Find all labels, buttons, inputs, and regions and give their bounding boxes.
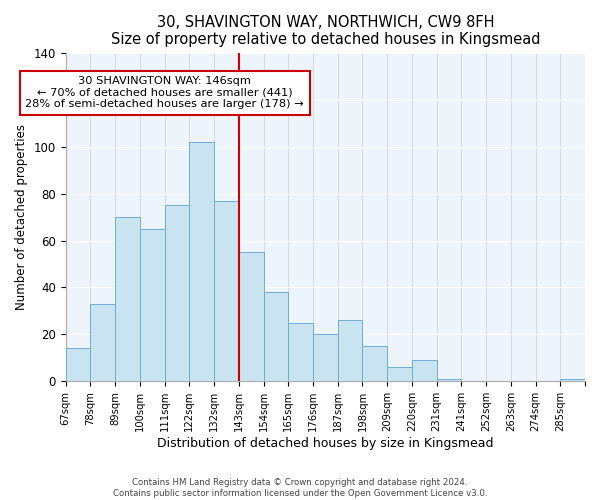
Bar — [239, 252, 263, 382]
Bar — [115, 217, 140, 382]
Bar — [387, 368, 412, 382]
Title: 30, SHAVINGTON WAY, NORTHWICH, CW9 8FH
Size of property relative to detached hou: 30, SHAVINGTON WAY, NORTHWICH, CW9 8FH S… — [110, 15, 540, 48]
Bar — [560, 379, 585, 382]
Bar — [164, 206, 190, 382]
X-axis label: Distribution of detached houses by size in Kingsmead: Distribution of detached houses by size … — [157, 437, 494, 450]
Y-axis label: Number of detached properties: Number of detached properties — [15, 124, 28, 310]
Bar — [288, 322, 313, 382]
Text: Contains HM Land Registry data © Crown copyright and database right 2024.
Contai: Contains HM Land Registry data © Crown c… — [113, 478, 487, 498]
Bar — [66, 348, 91, 382]
Bar — [437, 379, 461, 382]
Bar — [313, 334, 338, 382]
Bar — [338, 320, 362, 382]
Bar — [91, 304, 115, 382]
Bar — [214, 200, 239, 382]
Text: 30 SHAVINGTON WAY: 146sqm
← 70% of detached houses are smaller (441)
28% of semi: 30 SHAVINGTON WAY: 146sqm ← 70% of detac… — [25, 76, 304, 110]
Bar — [362, 346, 387, 382]
Bar — [263, 292, 288, 382]
Bar — [140, 229, 164, 382]
Bar — [412, 360, 437, 382]
Bar — [190, 142, 214, 382]
